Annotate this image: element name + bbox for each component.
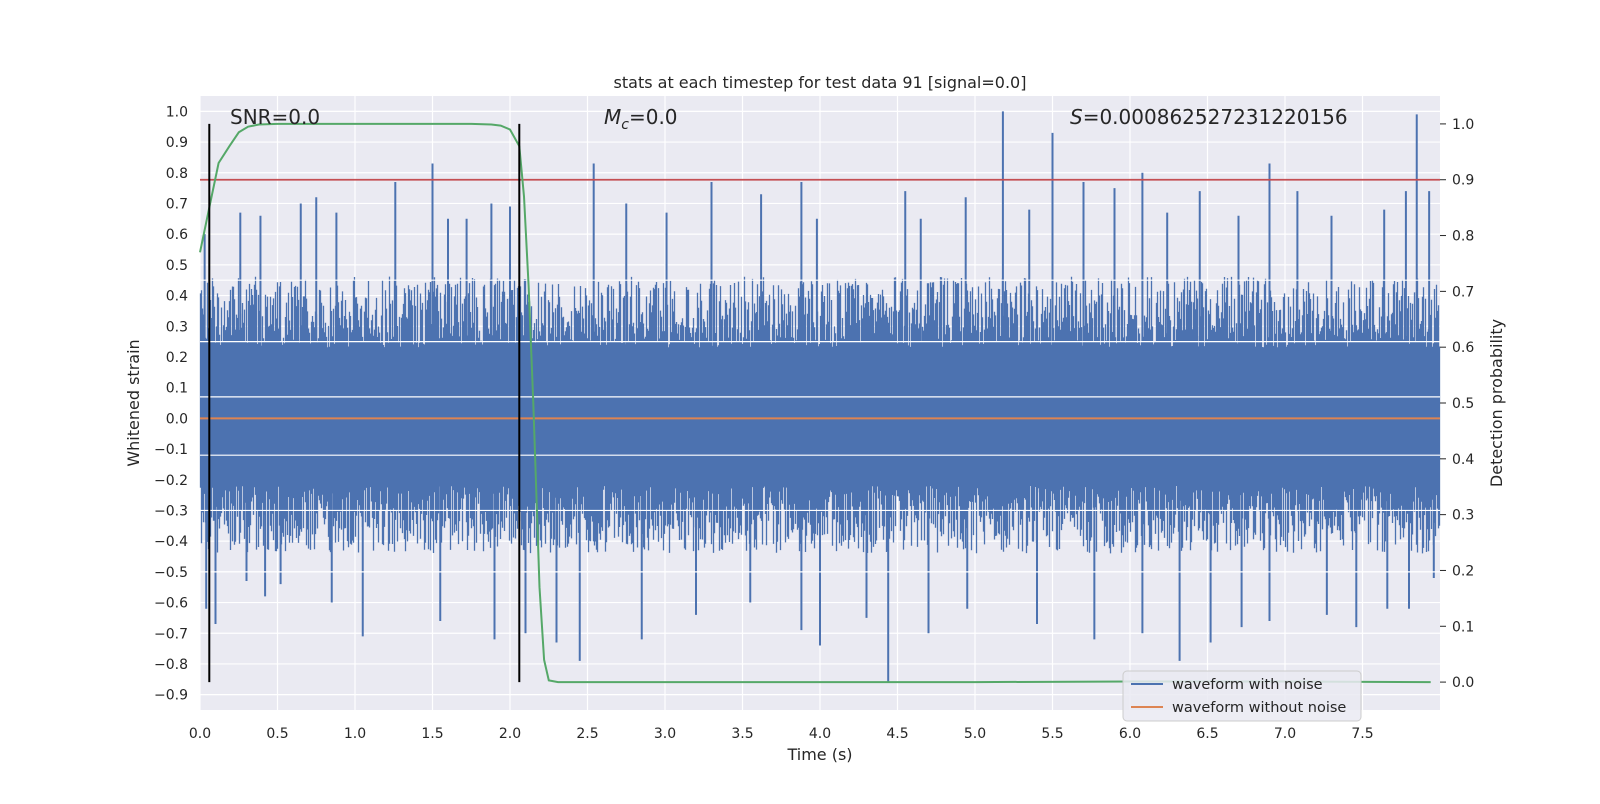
y2-tick-label: 0.1 (1452, 619, 1474, 635)
y-tick-label: −0.3 (154, 503, 188, 519)
x-tick-label: 0.0 (189, 726, 211, 742)
y-tick-label: −0.8 (154, 657, 188, 673)
x-tick-label: 7.0 (1274, 726, 1296, 742)
x-tick-label: 4.0 (809, 726, 831, 742)
y2-tick-label: 0.4 (1452, 452, 1474, 468)
score-value: =0.000862527231220156 (1083, 105, 1348, 129)
chirp-mass-subscript: c (621, 117, 629, 133)
y-tick-label: −0.4 (154, 534, 188, 550)
legend-label-clean: waveform without noise (1172, 700, 1346, 716)
y2-axis-label: Detection probability (1487, 319, 1506, 487)
x-tick-labels: 0.0 0.5 1.0 1.5 2.0 2.5 3.0 3.5 4.0 4.5 5.0 5.5 6.0 6… (189, 726, 1374, 742)
y-tick-label: 0.4 (166, 289, 188, 305)
chart-title: stats at each timestep for test data 91 … (614, 73, 1027, 92)
chirp-mass-annotation: Mc=0.0 (604, 105, 678, 133)
y2-tick-label: 0.8 (1452, 229, 1474, 245)
x-tick-label: 4.5 (886, 726, 908, 742)
y-tick-label: 0.1 (166, 381, 188, 397)
x-axis-label: Time (s) (786, 745, 852, 764)
y2-tick-label: 0.3 (1452, 508, 1474, 524)
x-tick-label: 7.5 (1351, 726, 1373, 742)
y-tick-label: −0.5 (154, 565, 188, 581)
y-tick-label: 0.2 (166, 350, 188, 366)
score-annotation: S=0.000862527231220156 (1070, 105, 1348, 129)
score-symbol: S (1070, 105, 1083, 129)
x-tick-label: 3.0 (654, 726, 676, 742)
y2-tick-label: 0.5 (1452, 396, 1474, 412)
y2-tick-label: 0.7 (1452, 284, 1474, 300)
series-waveform-with-noise (199, 111, 1441, 683)
y-tick-label: −0.2 (154, 473, 188, 489)
x-tick-label: 3.5 (731, 726, 753, 742)
y-tick-label: 0.8 (166, 166, 188, 182)
x-tick-label: 5.0 (964, 726, 986, 742)
y-tick-label: −0.9 (154, 688, 188, 704)
y-tick-label: 0.6 (166, 227, 188, 243)
legend-label-noise: waveform with noise (1172, 677, 1323, 693)
y-tick-label: 0.3 (166, 319, 188, 335)
y2-tick-label: 0.0 (1452, 675, 1474, 691)
x-tick-label: 2.0 (499, 726, 521, 742)
y-axis-label: Whitened strain (124, 339, 143, 466)
y-tick-labels: −0.9 −0.8 −0.7 −0.6 −0.5 −0.4 −0.3 −0.2 −0.1 0.0 0… (154, 104, 188, 703)
x-tick-label: 1.0 (344, 726, 366, 742)
y-tick-label: 0.0 (166, 411, 188, 427)
x-tick-label: 6.5 (1196, 726, 1218, 742)
x-tick-label: 5.5 (1041, 726, 1063, 742)
legend-box (1122, 670, 1362, 722)
y2-tick-label: 0.6 (1452, 340, 1474, 356)
chirp-mass-value: =0.0 (629, 105, 678, 129)
y-tick-label: −0.1 (154, 442, 188, 458)
y-tick-label: −0.6 (154, 596, 188, 612)
y-tick-label: −0.7 (154, 626, 188, 642)
x-tick-label: 1.5 (421, 726, 443, 742)
y2-tick-labels: 0.0 0.1 0.2 0.3 0.4 0.5 0.6 0.7 0.8 0.9 1.0 (1440, 117, 1474, 691)
y2-tick-label: 0.2 (1452, 563, 1474, 579)
y-tick-label: 1.0 (166, 104, 188, 120)
y-tick-label: 0.5 (166, 258, 188, 274)
vertical-markers (208, 123, 521, 683)
x-tick-label: 6.0 (1119, 726, 1141, 742)
legend: waveform with noise waveform without noi… (1122, 670, 1362, 722)
y2-tick-label: 1.0 (1452, 117, 1474, 133)
x-tick-label: 2.5 (576, 726, 598, 742)
y-tick-label: 0.7 (166, 196, 188, 212)
y-tick-label: 0.9 (166, 135, 188, 151)
chirp-mass-symbol: M (604, 105, 621, 129)
snr-annotation: SNR=0.0 (230, 105, 320, 129)
y2-tick-label: 0.9 (1452, 173, 1474, 189)
x-tick-label: 0.5 (266, 726, 288, 742)
